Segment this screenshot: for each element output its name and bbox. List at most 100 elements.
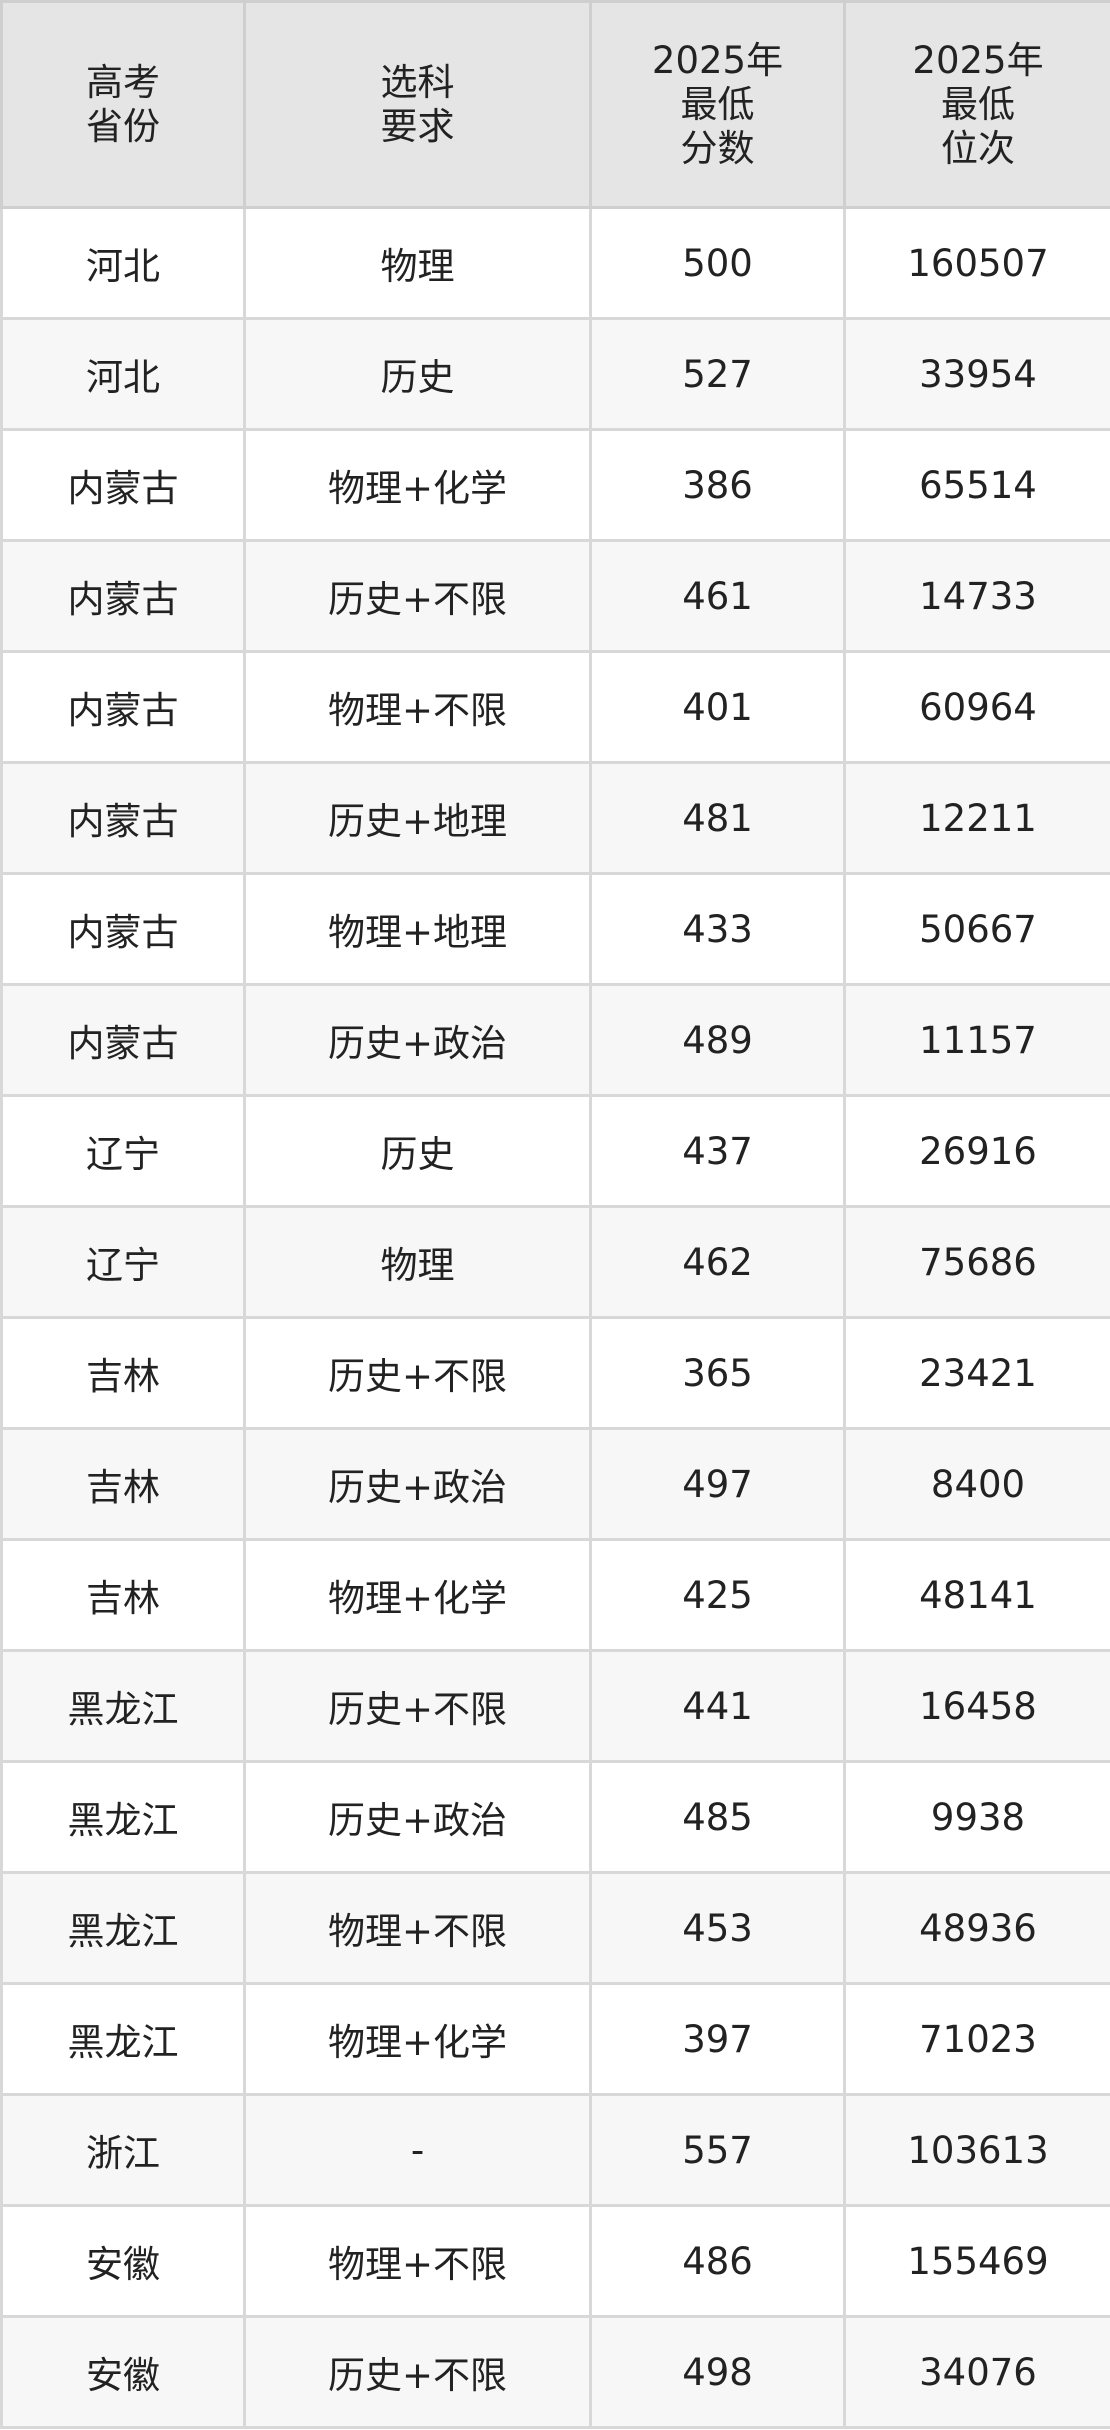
cell-subject-requirement: - [243, 2093, 592, 2207]
cell-subject-requirement: 历史+政治 [243, 983, 592, 1097]
cell-min-score: 453 [589, 1871, 846, 1985]
table-row: 河北 历史 527 33954 [0, 317, 1110, 431]
cell-min-rank: 71023 [843, 1982, 1110, 2096]
cell-subject-requirement: 历史+政治 [243, 1427, 592, 1541]
cell-province: 内蒙古 [0, 539, 246, 653]
cell-min-rank: 48141 [843, 1538, 1110, 1652]
cell-province: 黑龙江 [0, 1760, 246, 1874]
table-row: 吉林 物理+化学 425 48141 [0, 1538, 1110, 1652]
table-row: 内蒙古 历史+不限 461 14733 [0, 539, 1110, 653]
cell-min-rank: 26916 [843, 1094, 1110, 1208]
cell-subject-requirement: 物理 [243, 1205, 592, 1319]
cell-min-rank: 9938 [843, 1760, 1110, 1874]
cell-province: 内蒙古 [0, 872, 246, 986]
table-row: 吉林 历史+政治 497 8400 [0, 1427, 1110, 1541]
cell-province: 吉林 [0, 1538, 246, 1652]
cell-min-score: 437 [589, 1094, 846, 1208]
cell-province: 黑龙江 [0, 1871, 246, 1985]
cell-min-score: 386 [589, 428, 846, 542]
cell-min-rank: 60964 [843, 650, 1110, 764]
cell-min-rank: 16458 [843, 1649, 1110, 1763]
cell-province: 辽宁 [0, 1094, 246, 1208]
cell-min-score: 485 [589, 1760, 846, 1874]
table-row: 黑龙江 物理+不限 453 48936 [0, 1871, 1110, 1985]
cell-min-rank: 23421 [843, 1316, 1110, 1430]
cell-min-score: 433 [589, 872, 846, 986]
table-row: 内蒙古 物理+化学 386 65514 [0, 428, 1110, 542]
table-row: 内蒙古 历史+政治 489 11157 [0, 983, 1110, 1097]
cell-subject-requirement: 物理+化学 [243, 428, 592, 542]
cell-province: 内蒙古 [0, 983, 246, 1097]
cell-subject-requirement: 物理+不限 [243, 2204, 592, 2318]
cell-province: 内蒙古 [0, 761, 246, 875]
cell-subject-requirement: 物理+化学 [243, 1538, 592, 1652]
cell-min-rank: 160507 [843, 206, 1110, 320]
cell-min-score: 365 [589, 1316, 846, 1430]
table-row: 辽宁 物理 462 75686 [0, 1205, 1110, 1319]
cell-min-rank: 155469 [843, 2204, 1110, 2318]
cell-subject-requirement: 历史+不限 [243, 1649, 592, 1763]
cell-subject-requirement: 历史 [243, 1094, 592, 1208]
cell-province: 河北 [0, 206, 246, 320]
cell-subject-requirement: 物理+不限 [243, 1871, 592, 1985]
cell-province: 黑龙江 [0, 1982, 246, 2096]
header-subject-requirement: 选科 要求 [243, 0, 592, 209]
table-row: 河北 物理 500 160507 [0, 206, 1110, 320]
cell-min-score: 397 [589, 1982, 846, 2096]
cell-min-score: 489 [589, 983, 846, 1097]
cell-min-rank: 103613 [843, 2093, 1110, 2207]
table-row: 内蒙古 物理+地理 433 50667 [0, 872, 1110, 986]
cell-province: 安徽 [0, 2204, 246, 2318]
table-row: 浙江 -557 103613 [0, 2093, 1110, 2207]
cell-province: 浙江 [0, 2093, 246, 2207]
cell-province: 吉林 [0, 1316, 246, 1430]
cell-province: 吉林 [0, 1427, 246, 1541]
cell-subject-requirement: 历史+地理 [243, 761, 592, 875]
cell-min-score: 527 [589, 317, 846, 431]
cell-min-rank: 75686 [843, 1205, 1110, 1319]
table-row: 吉林 历史+不限 365 23421 [0, 1316, 1110, 1430]
cell-subject-requirement: 物理+不限 [243, 650, 592, 764]
cell-subject-requirement: 物理 [243, 206, 592, 320]
cell-min-rank: 50667 [843, 872, 1110, 986]
header-min-score: 2025年 最低 分数 [589, 0, 846, 209]
table-row: 黑龙江 历史+不限 441 16458 [0, 1649, 1110, 1763]
header-min-rank: 2025年 最低 位次 [843, 0, 1110, 209]
cell-min-score: 481 [589, 761, 846, 875]
table-row: 辽宁 历史 437 26916 [0, 1094, 1110, 1208]
cell-min-rank: 34076 [843, 2315, 1110, 2429]
cell-min-score: 557 [589, 2093, 846, 2207]
cell-min-rank: 33954 [843, 317, 1110, 431]
cell-subject-requirement: 历史+不限 [243, 539, 592, 653]
cell-min-rank: 14733 [843, 539, 1110, 653]
cell-min-score: 425 [589, 1538, 846, 1652]
cell-subject-requirement: 物理+化学 [243, 1982, 592, 2096]
cell-province: 河北 [0, 317, 246, 431]
table-row: 内蒙古 物理+不限 401 60964 [0, 650, 1110, 764]
cell-min-score: 401 [589, 650, 846, 764]
cell-min-rank: 48936 [843, 1871, 1110, 1985]
cell-subject-requirement: 物理+地理 [243, 872, 592, 986]
cell-min-score: 486 [589, 2204, 846, 2318]
cell-province: 黑龙江 [0, 1649, 246, 1763]
cell-subject-requirement: 历史+政治 [243, 1760, 592, 1874]
cell-subject-requirement: 历史+不限 [243, 1316, 592, 1430]
cell-min-rank: 11157 [843, 983, 1110, 1097]
cell-province: 内蒙古 [0, 650, 246, 764]
cell-min-rank: 8400 [843, 1427, 1110, 1541]
cell-min-score: 461 [589, 539, 846, 653]
cell-province: 辽宁 [0, 1205, 246, 1319]
cell-province: 安徽 [0, 2315, 246, 2429]
cell-min-score: 497 [589, 1427, 846, 1541]
header-province: 高考 省份 [0, 0, 246, 209]
table-row: 黑龙江 物理+化学 397 71023 [0, 1982, 1110, 2096]
table-row: 安徽 物理+不限 486 155469 [0, 2204, 1110, 2318]
cell-subject-requirement: 历史 [243, 317, 592, 431]
table-row: 内蒙古 历史+地理 481 12211 [0, 761, 1110, 875]
cell-min-score: 462 [589, 1205, 846, 1319]
table-row: 黑龙江 历史+政治 485 9938 [0, 1760, 1110, 1874]
header-row: 高考 省份 选科 要求 2025年 最低 分数 2025年 最低 位次 [0, 0, 1110, 209]
cell-min-score: 500 [589, 206, 846, 320]
cell-min-rank: 12211 [843, 761, 1110, 875]
